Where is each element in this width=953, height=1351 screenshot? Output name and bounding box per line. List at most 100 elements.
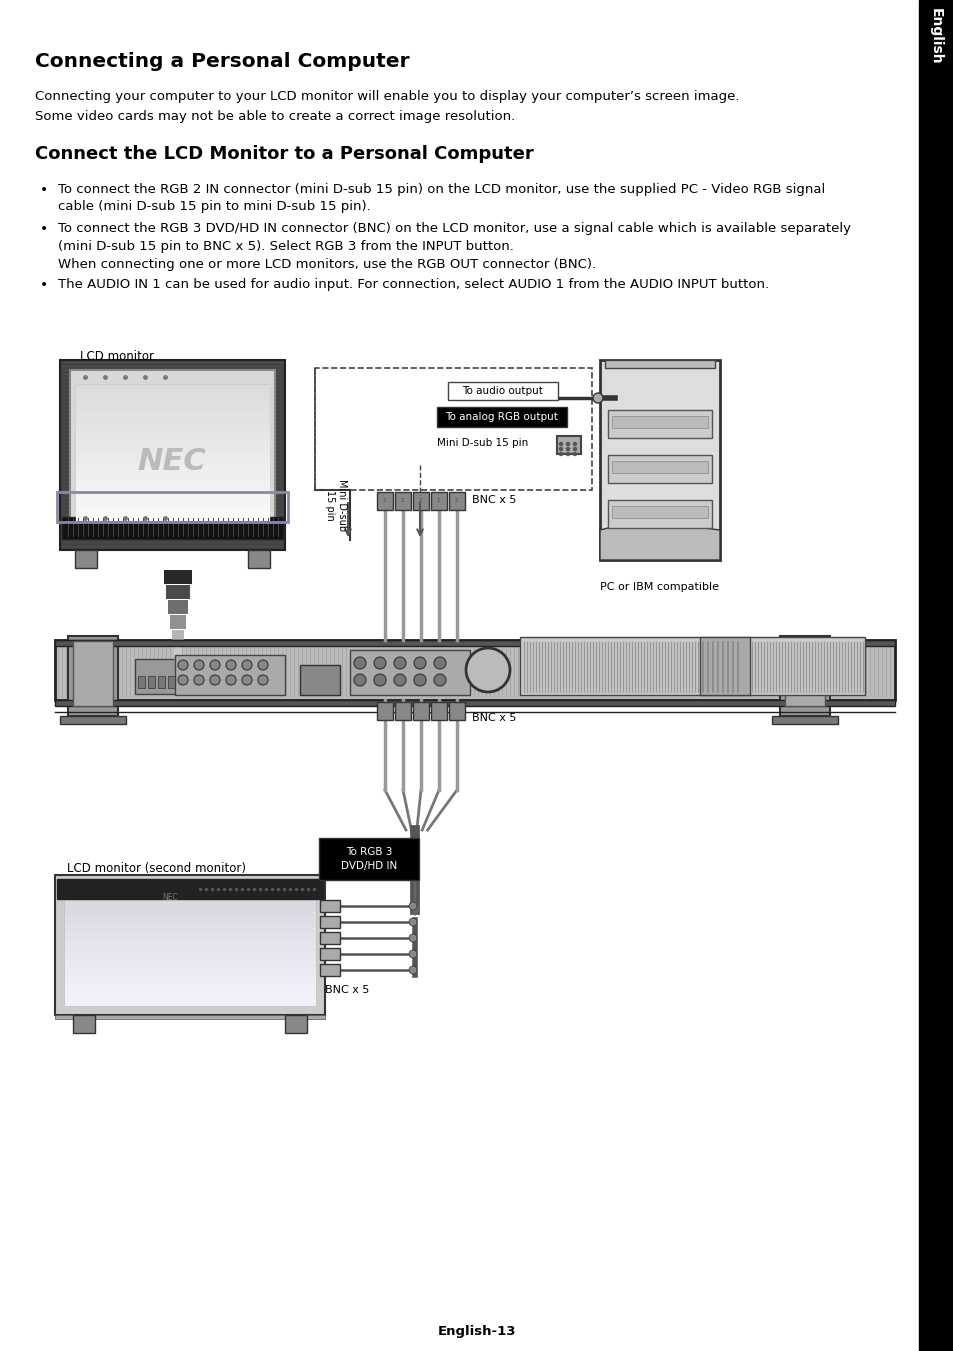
Circle shape [257,676,268,685]
Polygon shape [172,630,184,644]
Circle shape [558,443,562,446]
Text: English: English [928,8,942,65]
Bar [607,500,711,528]
Bar [60,716,126,724]
Bar [168,676,174,688]
Bar [158,676,165,688]
Bar [55,875,325,1015]
Bar [519,638,864,694]
Text: To audio output: To audio output [462,386,543,396]
Text: z: z [383,497,386,503]
Bar [413,492,429,509]
Circle shape [226,676,235,685]
Circle shape [573,447,576,450]
Bar [73,640,112,707]
Bar [57,880,323,898]
Text: Connect the LCD Monitor to a Personal Computer: Connect the LCD Monitor to a Personal Co… [35,145,533,163]
Bar [604,359,714,367]
Circle shape [374,657,386,669]
Polygon shape [168,600,188,613]
Circle shape [242,676,252,685]
Circle shape [409,934,416,942]
Bar [376,703,393,720]
Bar [76,385,269,520]
Bar [431,703,447,720]
Bar [148,676,154,688]
Bar [319,965,339,975]
Circle shape [566,443,569,446]
Bar [771,716,837,724]
Circle shape [566,447,569,450]
Bar [55,640,894,700]
Text: •: • [40,222,49,236]
Circle shape [566,453,569,455]
Bar [449,492,464,509]
Circle shape [434,674,446,686]
Text: When connecting one or more LCD monitors, use the RGB OUT connector (BNC).: When connecting one or more LCD monitors… [58,258,596,272]
Circle shape [465,648,510,692]
Circle shape [394,674,406,686]
Text: LCD monitor: LCD monitor [80,350,153,363]
Circle shape [257,661,268,670]
Bar [319,900,339,912]
Text: To connect the RGB 3 DVD/HD IN connector (BNC) on the LCD monitor, use a signal : To connect the RGB 3 DVD/HD IN connector… [58,222,850,235]
Bar [449,703,464,720]
Circle shape [354,674,366,686]
Polygon shape [599,520,720,561]
Circle shape [414,657,426,669]
Text: PC or IBM compatible: PC or IBM compatible [599,582,719,592]
Text: z: z [455,497,458,503]
Bar [376,492,393,509]
Bar [413,703,429,720]
Circle shape [558,447,562,450]
Circle shape [354,657,366,669]
Bar [780,636,829,716]
Bar [60,359,285,550]
Circle shape [434,657,446,669]
Bar [248,550,270,567]
Bar [57,492,288,521]
Text: z: z [436,497,440,503]
Text: BNC x 5: BNC x 5 [325,985,369,994]
Text: English-13: English-13 [437,1325,516,1337]
Text: •: • [40,278,49,292]
Bar [599,359,720,561]
Bar [55,640,894,646]
Bar [319,932,339,944]
Bar [395,703,411,720]
Bar [395,492,411,509]
Text: NEC: NEC [162,893,177,902]
Text: To analog RGB output: To analog RGB output [445,412,558,422]
Bar [299,665,339,694]
Polygon shape [164,570,192,584]
Circle shape [193,661,204,670]
Bar [612,416,707,428]
Circle shape [573,453,576,455]
Circle shape [409,966,416,974]
Bar [55,1015,325,1019]
Bar [607,455,711,484]
Text: BNC x 5: BNC x 5 [472,713,516,723]
Text: LCD monitor (second monitor): LCD monitor (second monitor) [67,862,246,875]
Polygon shape [170,615,186,630]
Bar [75,550,97,567]
Bar [68,636,118,716]
Text: •: • [40,182,49,197]
Polygon shape [166,585,190,598]
Bar [73,1015,95,1034]
Bar [350,650,470,694]
Circle shape [210,661,220,670]
Text: Some video cards may not be able to create a correct image resolution.: Some video cards may not be able to crea… [35,109,515,123]
Bar [138,676,145,688]
Circle shape [409,917,416,925]
Text: The AUDIO IN 1 can be used for audio input. For connection, select AUDIO 1 from : The AUDIO IN 1 can be used for audio inp… [58,278,768,290]
Bar [436,407,566,427]
Circle shape [394,657,406,669]
Circle shape [178,661,188,670]
Bar [784,640,824,707]
Circle shape [210,676,220,685]
Text: Mini D-sub
15 pin: Mini D-sub 15 pin [325,480,347,531]
Bar [431,492,447,509]
Text: z: z [418,497,422,503]
Bar [314,367,592,490]
